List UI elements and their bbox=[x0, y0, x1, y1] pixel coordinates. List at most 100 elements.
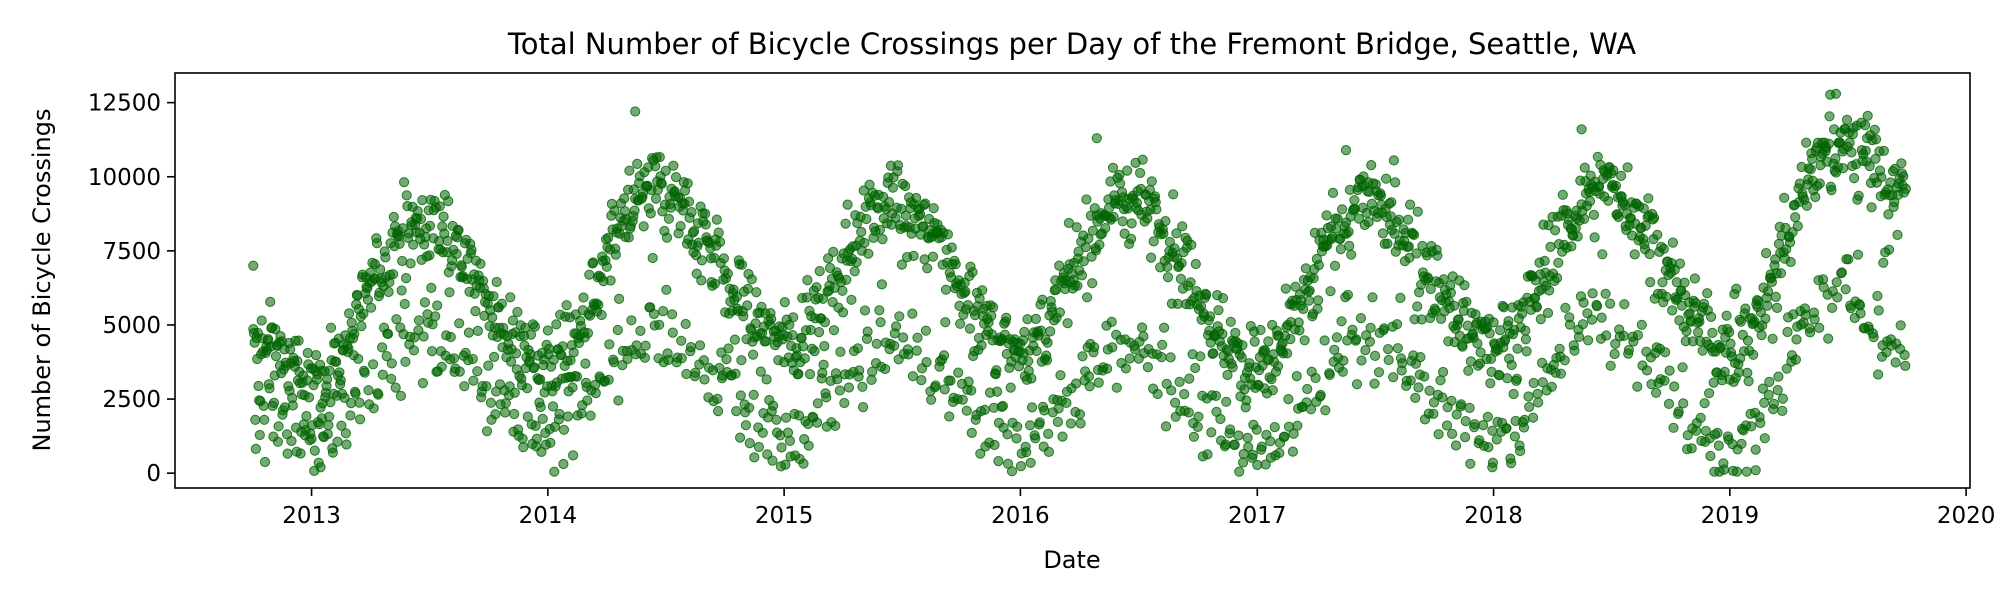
y-tick-label: 10000 bbox=[88, 165, 161, 191]
data-point bbox=[345, 410, 356, 421]
data-point bbox=[877, 234, 888, 245]
data-point bbox=[1472, 338, 1483, 349]
data-point bbox=[608, 357, 620, 368]
data-point bbox=[1291, 371, 1302, 382]
data-point bbox=[1338, 355, 1349, 366]
data-point bbox=[645, 208, 656, 219]
data-point bbox=[400, 356, 411, 367]
data-point bbox=[1777, 405, 1788, 416]
data-point bbox=[908, 250, 919, 261]
data-point bbox=[1852, 249, 1864, 260]
data-point bbox=[1342, 289, 1354, 300]
data-point bbox=[957, 394, 968, 405]
data-point bbox=[301, 411, 312, 422]
data-point bbox=[1872, 290, 1883, 302]
data-point bbox=[1375, 190, 1387, 201]
data-point bbox=[489, 351, 500, 362]
data-point bbox=[1152, 388, 1163, 400]
data-point bbox=[1383, 344, 1394, 355]
data-point bbox=[1336, 316, 1347, 327]
data-point bbox=[1054, 307, 1066, 318]
data-point bbox=[417, 378, 428, 389]
data-point bbox=[1062, 318, 1073, 329]
data-point bbox=[265, 296, 276, 307]
data-point bbox=[468, 375, 479, 386]
data-point bbox=[1242, 432, 1253, 443]
data-point bbox=[445, 331, 456, 343]
data-point bbox=[1171, 228, 1182, 239]
data-point bbox=[1078, 256, 1089, 267]
data-point bbox=[1138, 331, 1149, 342]
data-point bbox=[1900, 360, 1911, 371]
data-point bbox=[809, 346, 820, 357]
data-point bbox=[1898, 171, 1909, 182]
data-point bbox=[837, 307, 849, 318]
data-point bbox=[1622, 162, 1633, 173]
data-point bbox=[292, 356, 303, 367]
data-point bbox=[1337, 204, 1348, 215]
data-point bbox=[814, 327, 825, 338]
y-tick-label: 0 bbox=[146, 461, 161, 487]
data-point bbox=[760, 336, 772, 347]
data-point bbox=[776, 442, 787, 453]
data-point bbox=[946, 242, 957, 253]
data-point bbox=[1061, 397, 1072, 408]
data-point bbox=[1487, 425, 1498, 436]
data-point bbox=[1084, 381, 1095, 392]
data-point bbox=[799, 353, 810, 364]
data-point bbox=[781, 412, 792, 423]
data-point bbox=[562, 411, 574, 422]
data-point bbox=[944, 411, 955, 422]
data-point bbox=[1435, 375, 1446, 386]
data-point bbox=[1539, 255, 1550, 266]
data-point bbox=[1485, 353, 1497, 364]
data-point bbox=[1873, 369, 1884, 380]
data-point bbox=[1643, 193, 1654, 204]
data-point bbox=[399, 177, 410, 188]
data-point bbox=[1026, 373, 1037, 384]
data-point bbox=[327, 447, 338, 458]
data-point bbox=[1830, 88, 1842, 99]
data-point bbox=[665, 202, 676, 213]
data-point bbox=[424, 250, 435, 261]
data-point bbox=[349, 328, 360, 339]
x-tick-label: 2018 bbox=[1464, 503, 1523, 529]
data-point bbox=[623, 232, 634, 243]
data-point bbox=[680, 318, 691, 330]
data-point bbox=[843, 382, 855, 393]
data-point bbox=[1483, 442, 1494, 453]
data-point bbox=[396, 285, 407, 296]
data-point bbox=[509, 387, 520, 398]
data-point bbox=[676, 335, 687, 346]
data-point bbox=[889, 340, 900, 351]
data-point bbox=[1221, 396, 1232, 407]
data-point bbox=[966, 385, 977, 396]
data-point bbox=[654, 319, 665, 330]
data-point bbox=[1034, 417, 1045, 428]
x-tick-label: 2020 bbox=[1937, 503, 1996, 529]
x-tick-label: 2019 bbox=[1701, 503, 1760, 529]
data-point bbox=[386, 373, 397, 384]
data-point bbox=[1597, 249, 1608, 260]
data-point bbox=[315, 462, 326, 473]
data-point bbox=[510, 348, 522, 359]
data-point bbox=[1126, 233, 1137, 244]
data-point bbox=[1157, 339, 1168, 350]
data-point bbox=[483, 360, 494, 371]
data-point bbox=[1632, 381, 1643, 392]
data-point bbox=[1183, 407, 1194, 418]
data-point bbox=[1892, 229, 1903, 240]
data-point bbox=[1750, 465, 1761, 476]
x-axis-label: Date bbox=[1043, 546, 1100, 574]
data-point bbox=[1896, 158, 1907, 169]
data-point bbox=[1129, 344, 1141, 355]
y-tick-label: 7500 bbox=[102, 239, 161, 265]
data-point bbox=[1889, 163, 1901, 174]
data-point bbox=[1677, 362, 1688, 373]
data-point bbox=[1217, 328, 1228, 340]
data-point bbox=[804, 369, 816, 380]
data-point bbox=[1763, 389, 1774, 400]
data-point bbox=[907, 371, 919, 382]
data-point bbox=[1017, 335, 1029, 346]
data-point bbox=[1412, 206, 1423, 217]
